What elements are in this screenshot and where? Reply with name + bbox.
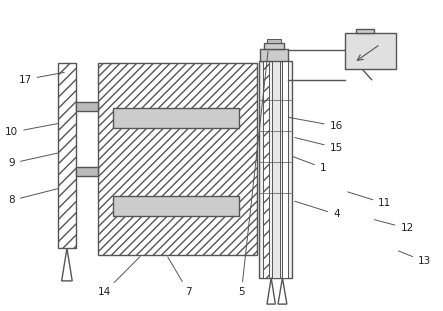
Bar xyxy=(264,61,269,278)
Text: 1: 1 xyxy=(292,156,326,173)
Polygon shape xyxy=(62,248,72,281)
Bar xyxy=(113,196,239,216)
Bar xyxy=(268,39,281,43)
Bar xyxy=(345,33,396,69)
Text: 11: 11 xyxy=(348,192,392,208)
Text: 16: 16 xyxy=(288,117,343,131)
Bar xyxy=(113,108,239,128)
Text: 13: 13 xyxy=(399,251,431,267)
Text: 5: 5 xyxy=(238,51,268,297)
Bar xyxy=(356,29,374,33)
Text: 10: 10 xyxy=(5,123,58,137)
Text: 17: 17 xyxy=(18,72,64,85)
Bar xyxy=(283,61,288,278)
Text: 7: 7 xyxy=(168,257,192,297)
Text: 4: 4 xyxy=(295,201,340,219)
Text: 15: 15 xyxy=(295,137,343,153)
Text: 14: 14 xyxy=(98,257,140,297)
Bar xyxy=(76,167,98,176)
Bar xyxy=(76,102,98,111)
Text: 8: 8 xyxy=(8,189,58,205)
Bar xyxy=(58,63,76,248)
Bar xyxy=(272,61,280,278)
Text: 12: 12 xyxy=(374,220,414,233)
Text: 9: 9 xyxy=(8,153,58,168)
Bar xyxy=(260,49,288,61)
Polygon shape xyxy=(267,278,276,304)
Bar xyxy=(259,61,292,278)
Polygon shape xyxy=(278,278,287,304)
Bar xyxy=(264,43,284,49)
Bar xyxy=(98,63,257,255)
